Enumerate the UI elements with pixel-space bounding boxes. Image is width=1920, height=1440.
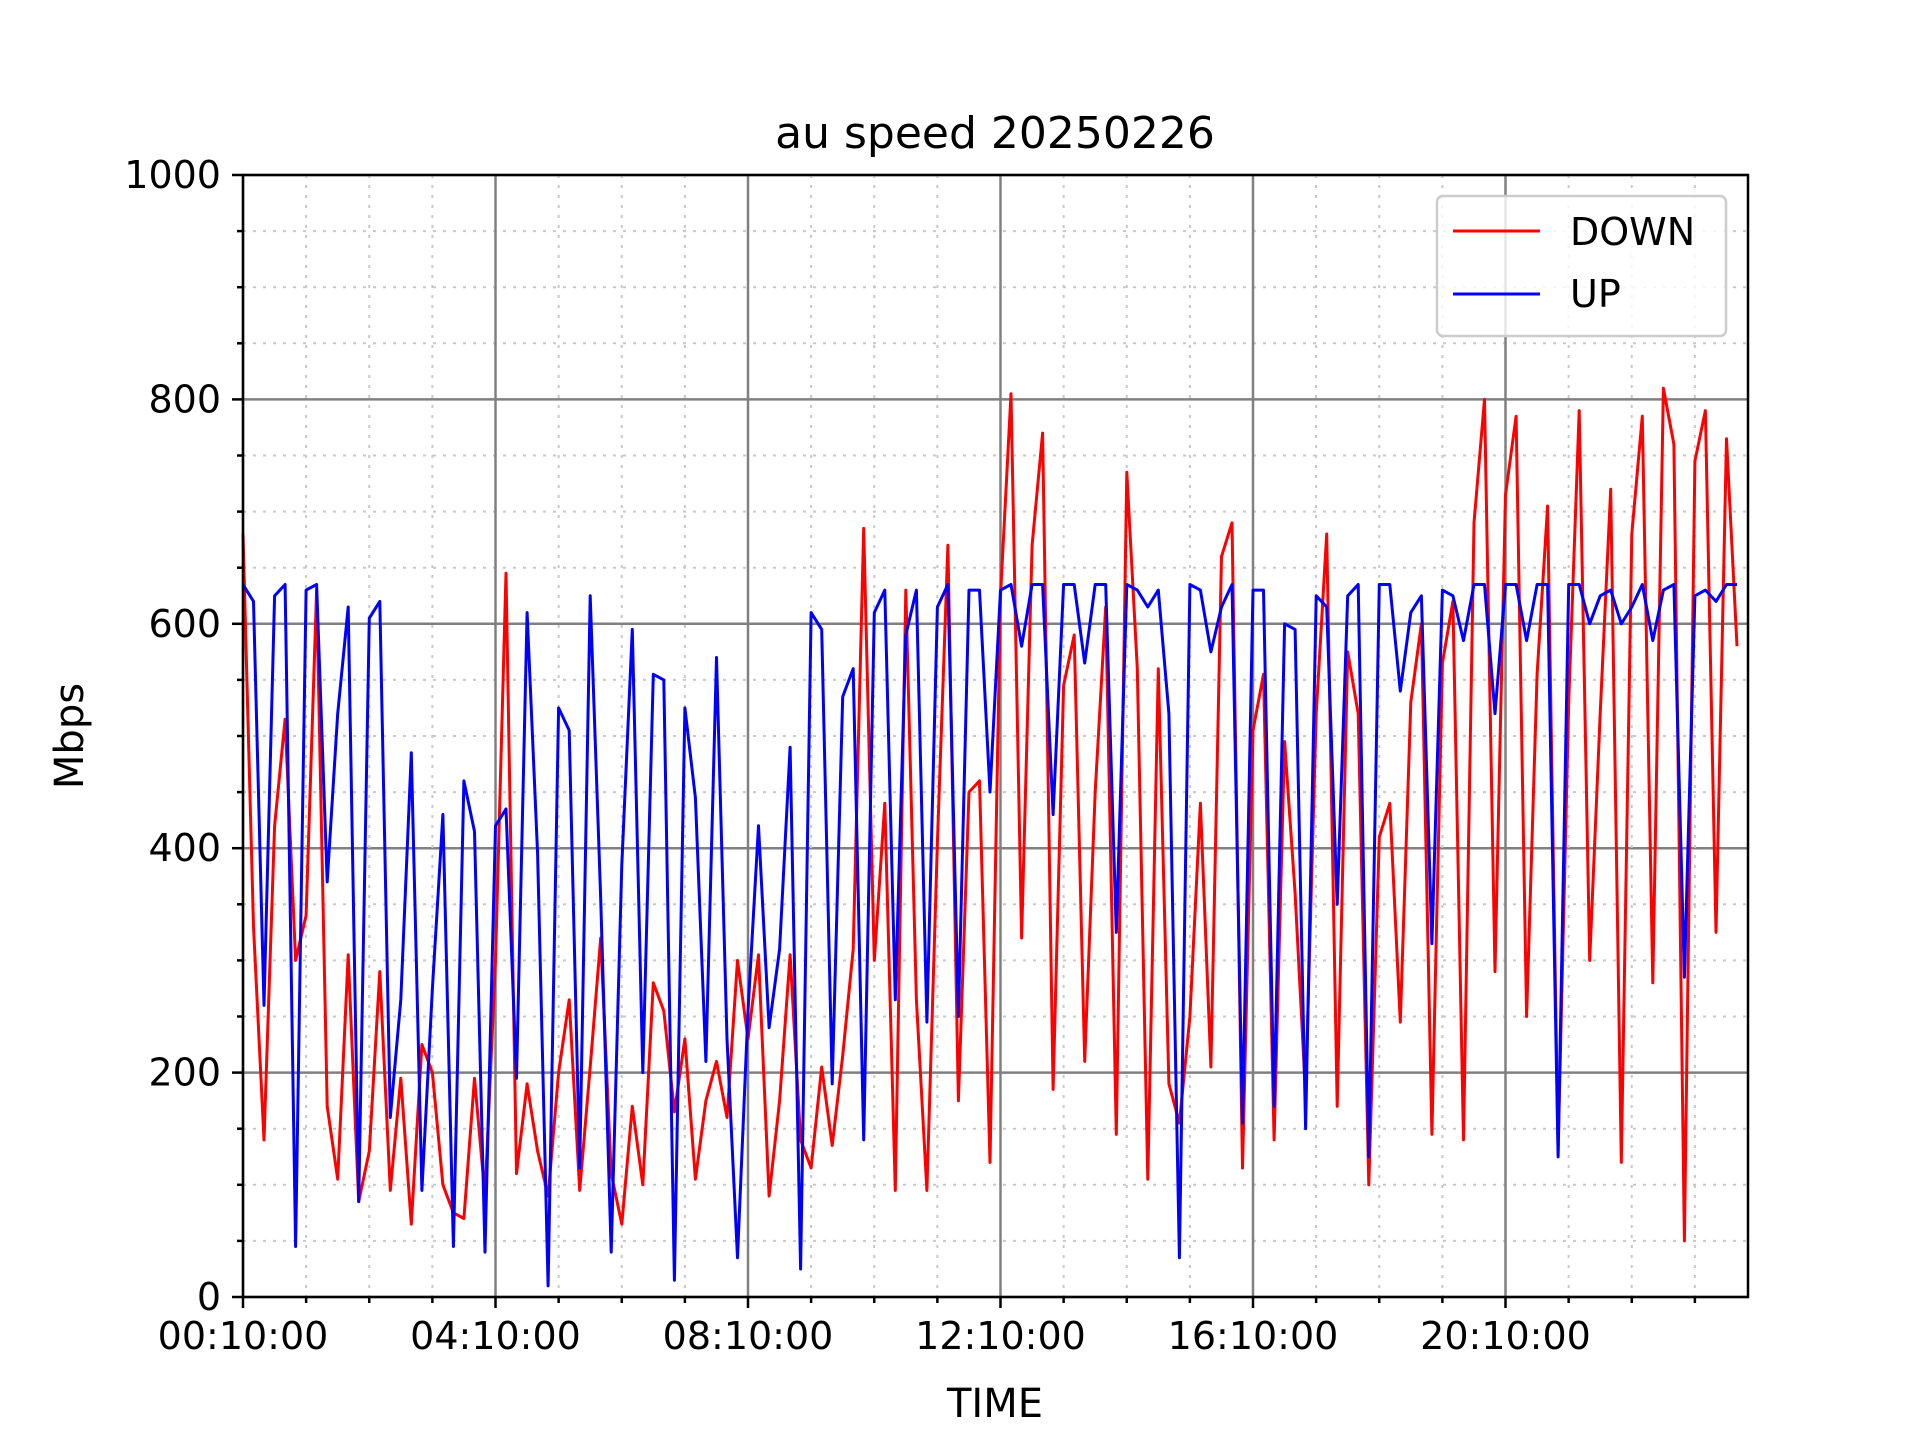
- legend-label-down: DOWN: [1570, 210, 1695, 254]
- series-lines: [241, 386, 1739, 1288]
- y-tick-label: 0: [197, 1275, 221, 1319]
- y-tick-label: 1000: [124, 153, 221, 197]
- series-line-up: [241, 583, 1737, 1288]
- x-tick-label: 12:10:00: [915, 1314, 1086, 1358]
- x-tick-label: 04:10:00: [410, 1314, 581, 1358]
- chart-title: au speed 20250226: [775, 108, 1215, 159]
- x-axis-label: TIME: [946, 1381, 1043, 1427]
- x-tick-label: 00:10:00: [158, 1314, 329, 1358]
- axis-ticks: 0 200 400 600 800 1000 00:10:00 04:10:00 08:10:0…: [124, 153, 1697, 1358]
- y-tick-label: 200: [148, 1051, 221, 1095]
- y-tick-label: 800: [148, 377, 221, 421]
- y-tick-label: 600: [148, 602, 221, 646]
- series-line-down: [241, 386, 1739, 1243]
- x-tick-label: 16:10:00: [1168, 1314, 1339, 1358]
- y-axis-label: Mbps: [47, 683, 93, 789]
- legend-label-up: UP: [1570, 272, 1621, 316]
- legend: DOWN UP: [1435, 194, 1728, 338]
- x-tick-label: 20:10:00: [1420, 1314, 1591, 1358]
- x-tick-label: 08:10:00: [663, 1314, 834, 1358]
- y-tick-label: 400: [148, 826, 221, 870]
